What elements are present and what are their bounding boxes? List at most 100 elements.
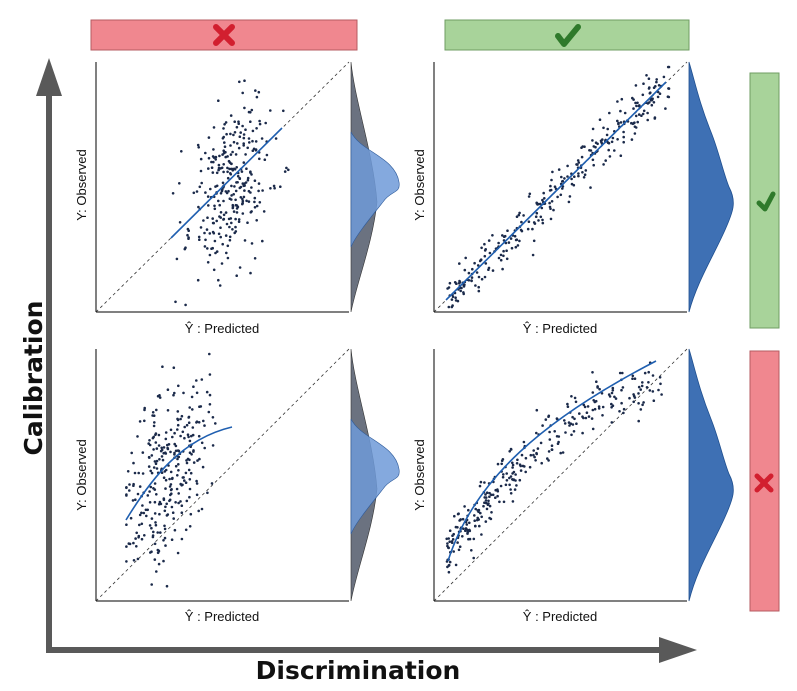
scatter-point [559,193,563,197]
scatter-point [212,268,216,272]
scatter-point [183,425,186,429]
scatter-point [252,147,256,151]
scatter-point [221,137,225,140]
scatter-point [253,179,257,182]
scatter-point [155,570,158,573]
scatter-point [483,242,486,246]
scatter-point [156,531,159,534]
scatter-point [570,433,573,437]
scatter-point [590,417,594,420]
scatter-point [158,394,161,397]
scatter-point [542,191,545,195]
scatter-point [207,156,211,160]
scatter-point [249,120,252,123]
scatter-point [195,421,198,424]
scatter-point [242,142,245,145]
scatter-point [592,163,595,167]
scatter-point [652,399,656,403]
scatter-point [482,504,485,508]
scatter-point [173,391,176,395]
scatter-point [197,235,201,239]
scatter-point [470,549,473,552]
scatter-point [184,528,188,532]
scatter-point [480,515,484,519]
scatter-point [549,217,553,221]
scatter-point [646,102,650,105]
scatter-point [591,371,594,374]
scatter-point [250,186,253,189]
scatter-point [204,151,207,155]
scatter-point [613,395,616,399]
scatter-point [610,421,614,424]
scatter-point [647,370,650,374]
scatter-point [634,101,637,105]
scatter-point [636,120,639,124]
scatter-point [164,505,167,509]
x-axis-arrowhead [659,637,697,663]
scatter-point [454,563,458,567]
scatter-point [477,289,481,293]
scatter-point [483,249,487,252]
scatter-point [622,130,625,134]
scatter-point [446,565,449,569]
scatter-point [646,118,649,122]
scatter-point [164,437,168,441]
scatter-point [172,517,175,520]
scatter-point [514,238,518,242]
scatter-point [486,503,490,507]
scatter-point [573,396,577,400]
scatter-point [500,462,504,466]
scatter-point [158,512,161,516]
scatter-point [258,157,261,161]
scatter-point [648,389,652,392]
scatter-point [587,415,591,418]
scatter-point [217,99,220,102]
scatter-point [472,537,476,541]
scatter-point [144,508,148,512]
scatter-point [576,163,579,166]
scatter-point [153,558,157,561]
scatter-point [491,493,495,497]
scatter-point [198,457,201,461]
scatter-point [218,154,221,158]
scatter-point [253,206,257,209]
scatter-point [446,544,449,548]
scatter-point [254,89,257,92]
scatter-point [518,211,521,215]
scatter-point [135,531,138,535]
scatter-point [563,419,566,422]
scatter-point [261,239,264,243]
scatter-point [215,219,218,223]
check-icon [756,191,776,212]
scatter-point [126,470,130,473]
scatter-point [477,285,481,289]
scatter-point [637,419,640,423]
scatter-point [667,95,671,99]
scatter-point [512,470,516,474]
scatter-point [180,537,184,541]
scatter-point [226,176,230,180]
scatter-point [188,478,192,481]
scatter-point [204,238,207,242]
scatter-point [257,189,260,193]
scatter-point [247,110,251,114]
scatter-point [205,228,209,231]
scatter-point [174,464,178,468]
scatter-point [447,286,451,289]
scatter-point [141,504,144,507]
scatter-point [184,246,187,249]
scatter-point [518,478,522,482]
scatter-point [175,257,179,261]
scatter-point [598,118,602,121]
scatter-point [171,192,175,195]
scatter-point [283,170,287,173]
scatter-point [158,396,162,399]
scatter-point [211,246,214,250]
indicator-top-right [444,19,690,51]
scatter-point [168,498,172,502]
scatter-point [136,435,139,438]
scatter-point [189,512,193,516]
scatter-point [188,525,192,528]
scatter-point [172,366,176,370]
scatter-point [244,153,247,156]
